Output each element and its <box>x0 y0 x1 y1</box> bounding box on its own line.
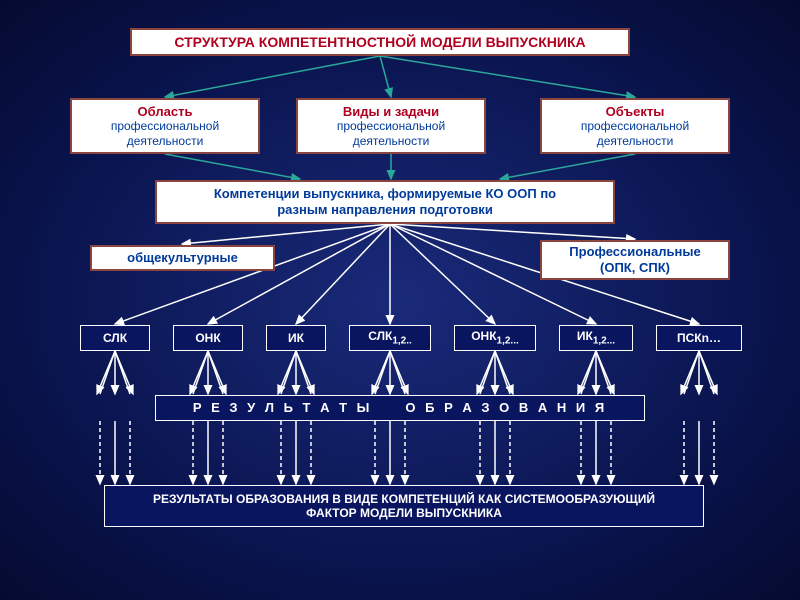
leaf-slk: СЛК <box>80 325 150 351</box>
general-cultural-text: общекультурные <box>127 250 238 266</box>
leaf-slk12: СЛК1,2.. <box>349 325 431 351</box>
bottom-line2: ФАКТОР МОДЕЛИ ВЫПУСКНИКА <box>306 506 502 520</box>
leaf-onk-text: ОНК <box>195 331 220 345</box>
objects-title: Объекты <box>606 104 665 120</box>
leaf-onk12: ОНК1,2... <box>454 325 536 351</box>
leaf-slk12-text: СЛК1,2.. <box>368 329 412 347</box>
results-bar: Р Е З У Л Ь Т А Т Ы О Б Р А З О В А Н И … <box>155 395 645 421</box>
leaf-ik12: ИК1,2... <box>559 325 633 351</box>
leaf-onk12-text: ОНК1,2... <box>471 329 519 347</box>
area-sub1: профессиональной <box>111 119 219 133</box>
professional-line1: Профессиональные <box>569 244 700 260</box>
area-box: Область профессиональной деятельности <box>70 98 260 154</box>
bottom-summary-box: РЕЗУЛЬТАТЫ ОБРАЗОВАНИЯ В ВИДЕ КОМПЕТЕНЦИ… <box>104 485 704 527</box>
professional-line2: (ОПК, СПК) <box>600 260 670 276</box>
types-sub2: деятельности <box>353 134 430 148</box>
bottom-line1: РЕЗУЛЬТАТЫ ОБРАЗОВАНИЯ В ВИДЕ КОМПЕТЕНЦИ… <box>153 492 655 506</box>
general-cultural-box: общекультурные <box>90 245 275 271</box>
area-sub2: деятельности <box>127 134 204 148</box>
objects-sub2: деятельности <box>597 134 674 148</box>
objects-sub1: профессиональной <box>581 119 689 133</box>
types-title: Виды и задачи <box>343 104 439 120</box>
results-text: Р Е З У Л Ь Т А Т Ы О Б Р А З О В А Н И … <box>193 400 607 416</box>
leaf-ik-text: ИК <box>288 331 304 345</box>
leaf-pskn-text: ПСКn… <box>677 331 721 345</box>
objects-box: Объекты профессиональной деятельности <box>540 98 730 154</box>
types-box: Виды и задачи профессиональной деятельно… <box>296 98 486 154</box>
competencies-box: Компетенции выпускника, формируемые КО О… <box>155 180 615 224</box>
leaf-slk-text: СЛК <box>103 331 127 345</box>
leaf-ik: ИК <box>266 325 326 351</box>
professional-box: Профессиональные (ОПК, СПК) <box>540 240 730 280</box>
leaf-ik12-text: ИК1,2... <box>577 329 615 347</box>
comp-line2: разным направления подготовки <box>277 202 493 218</box>
types-sub1: профессиональной <box>337 119 445 133</box>
leaf-pskn: ПСКn… <box>656 325 742 351</box>
title-text: СТРУКТУРА КОМПЕТЕНТНОСТНОЙ МОДЕЛИ ВЫПУСК… <box>174 34 585 51</box>
title-box: СТРУКТУРА КОМПЕТЕНТНОСТНОЙ МОДЕЛИ ВЫПУСК… <box>130 28 630 56</box>
leaf-onk: ОНК <box>173 325 243 351</box>
comp-line1: Компетенции выпускника, формируемые КО О… <box>214 186 556 202</box>
area-title: Область <box>138 104 193 120</box>
